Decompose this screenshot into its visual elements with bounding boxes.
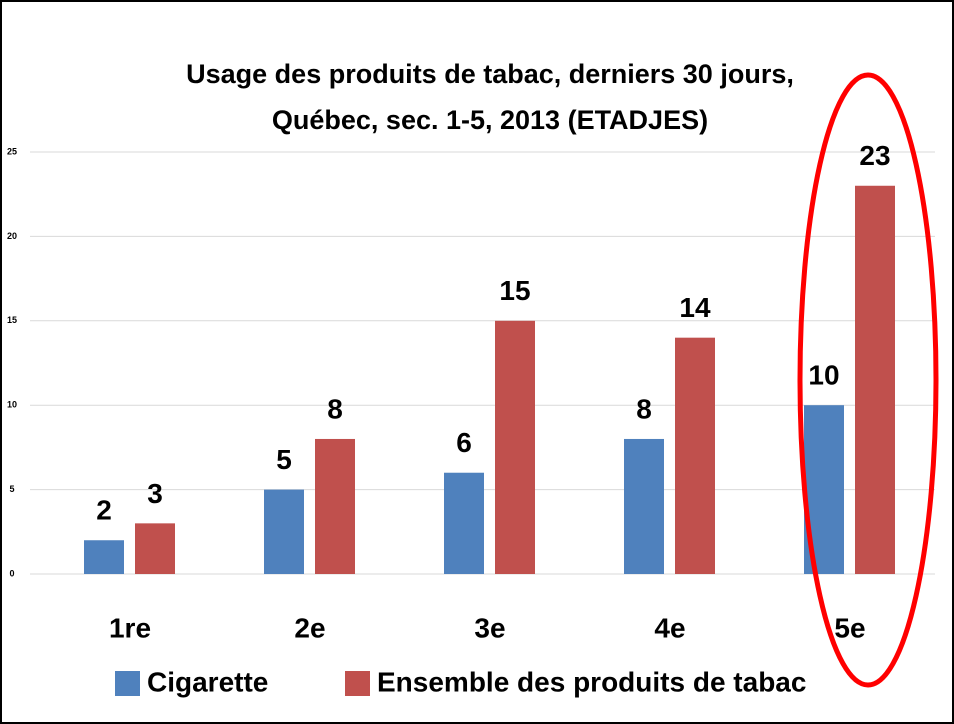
bar [855,185,895,574]
legend-label: Ensemble des produits de tabac [377,666,806,697]
y-tick-label: 15 [7,315,17,325]
legend-label: Cigarette [147,666,268,697]
data-label: 23 [859,140,890,171]
bar [84,540,124,574]
x-tick-label: 2e [294,612,325,643]
bar [264,489,304,574]
data-label: 2 [96,495,112,526]
bar [444,472,484,574]
chart-title: Québec, sec. 1-5, 2013 (ETADJES) [272,105,708,135]
data-label: 15 [499,275,530,306]
bar [675,337,715,574]
bar [135,523,175,574]
data-label: 5 [276,444,292,475]
legend-swatch [115,671,140,696]
highlight-ellipse [797,72,939,688]
y-tick-label: 5 [9,484,14,494]
legend-swatch [345,671,370,696]
x-tick-label: 1re [109,612,151,643]
x-tick-label: 3e [474,612,505,643]
data-label: 14 [679,292,711,323]
x-tick-label: 5e [834,612,865,643]
data-label: 8 [327,393,343,424]
y-tick-label: 10 [7,400,17,410]
bar [624,438,664,574]
bar [315,438,355,574]
data-label: 3 [147,478,163,509]
y-tick-label: 25 [7,146,17,156]
bar [495,320,535,574]
data-label: 8 [636,393,652,424]
data-label: 6 [456,427,472,458]
data-label: 10 [808,360,839,391]
y-tick-label: 0 [9,568,14,578]
chart-title: Usage des produits de tabac, derniers 30… [186,59,794,89]
y-tick-label: 20 [7,231,17,241]
x-tick-label: 4e [654,612,685,643]
